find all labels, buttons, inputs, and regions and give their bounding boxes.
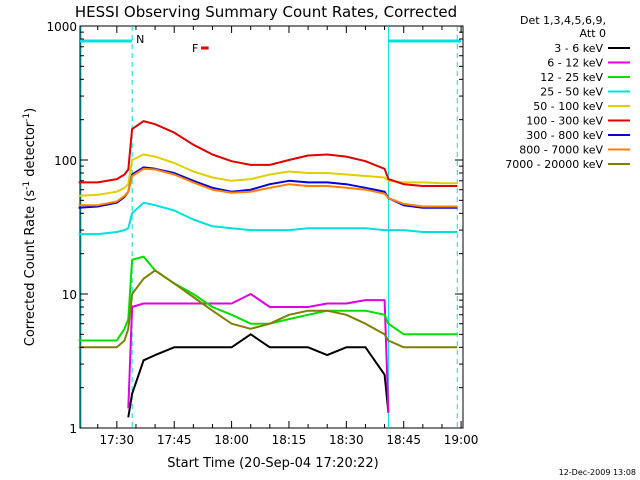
- legend-header: Att 0: [580, 27, 606, 40]
- series-line: [78, 255, 458, 342]
- x-tick-label: 18:15: [272, 433, 307, 447]
- footer-timestamp: 12-Dec-2009 13:08: [559, 468, 636, 477]
- legend-header: Det 1,3,4,5,6,9,: [520, 14, 606, 27]
- axes-layer: 17:30 17:45 18:00 18:15 18:30 18:45 19:00 1 10 10…: [46, 20, 478, 447]
- legend-entry-label: 300 - 800 keV: [526, 129, 603, 142]
- y-axis-label-sup2: -1: [22, 113, 32, 122]
- series-line: [78, 167, 458, 208]
- x-axis-label: Start Time (20-Sep-04 17:20:22): [167, 456, 378, 471]
- x-tick-label: 19:00: [444, 433, 479, 447]
- markers-layer: NF: [80, 26, 462, 428]
- series-line: [127, 333, 390, 418]
- legend-entry-label: 25 - 50 keV: [540, 86, 603, 99]
- y-tick-label: 100: [54, 154, 77, 168]
- legend-entry-label: 6 - 12 keV: [547, 57, 603, 70]
- legend: Det 1,3,4,5,6,9,Att 0 3 - 6 keV 6 - 12 keV…: [505, 14, 630, 171]
- legend-entry-label: 12 - 25 keV: [540, 71, 603, 84]
- y-axis-label-end: ): [23, 108, 38, 113]
- series-line: [78, 153, 458, 197]
- y-axis-label: Corrected Count Rate (s-1 detector-1): [22, 108, 38, 346]
- marker-label-f: F: [192, 42, 198, 55]
- y-axis-label-mid: detector: [23, 121, 38, 181]
- y-tick-label: 1000: [46, 20, 77, 34]
- series-line: [127, 293, 390, 413]
- series-line: [78, 269, 458, 349]
- x-tick-label: 17:45: [157, 433, 192, 447]
- y-tick-label: 10: [62, 288, 77, 302]
- series-layer: [78, 120, 458, 418]
- plot-area-frame: [79, 25, 464, 429]
- legend-entry-label: 3 - 6 keV: [554, 42, 603, 55]
- y-axis-label-main: Corrected Count Rate (s: [23, 190, 38, 347]
- y-tick-label: 1: [69, 422, 77, 436]
- legend-entry-label: 800 - 7000 keV: [519, 144, 603, 157]
- y-axis-label-sup1: -1: [22, 181, 32, 190]
- legend-entry-label: 7000 - 20000 keV: [505, 158, 603, 171]
- marker-label-n: N: [136, 33, 144, 46]
- series-line: [78, 201, 458, 236]
- x-tick-label: 18:30: [329, 433, 364, 447]
- legend-entry-label: 50 - 100 keV: [533, 100, 603, 113]
- x-tick-label: 18:45: [386, 433, 421, 447]
- x-tick-label: 18:00: [214, 433, 249, 447]
- series-line: [78, 120, 458, 187]
- chart-title: HESSI Observing Summary Count Rates, Cor…: [75, 3, 457, 21]
- legend-entry-label: 100 - 300 keV: [526, 115, 603, 128]
- x-tick-label: 17:30: [100, 433, 135, 447]
